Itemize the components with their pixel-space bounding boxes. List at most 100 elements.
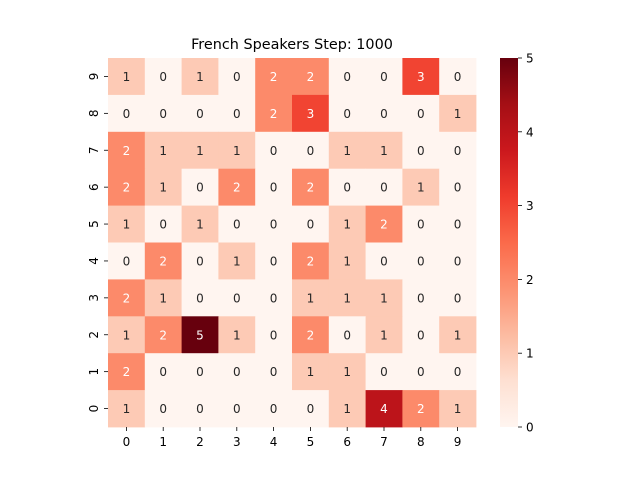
heatmap-cell bbox=[181, 94, 219, 133]
cell-annotation: 1 bbox=[307, 365, 315, 379]
cell-annotation: 1 bbox=[196, 218, 204, 232]
heatmap-cell bbox=[402, 168, 440, 206]
cell-annotation: 1 bbox=[343, 291, 351, 305]
heatmap-cell bbox=[108, 168, 146, 206]
heatmap-cell bbox=[328, 316, 366, 354]
heatmap-cell bbox=[402, 205, 440, 243]
y-tick-label: 1 bbox=[87, 368, 101, 376]
heatmap-cell bbox=[108, 58, 146, 96]
heatmap-cell bbox=[144, 279, 182, 317]
cell-annotation: 1 bbox=[343, 254, 351, 268]
x-tick-label: 2 bbox=[196, 435, 204, 449]
y-tick-label: 0 bbox=[87, 405, 101, 413]
heatmap-cell bbox=[365, 316, 403, 354]
heatmap-cell bbox=[328, 242, 366, 280]
x-tick-label: 4 bbox=[270, 435, 278, 449]
cell-annotation: 0 bbox=[233, 365, 241, 379]
heatmap-cell bbox=[108, 316, 146, 354]
heatmap-cell bbox=[439, 390, 477, 428]
heatmap-cell bbox=[292, 316, 330, 354]
cell-annotation: 1 bbox=[417, 181, 425, 195]
cell-annotation: 0 bbox=[123, 254, 131, 268]
heatmap-cell bbox=[292, 390, 330, 428]
cell-annotation: 0 bbox=[159, 70, 167, 84]
heatmap-cell bbox=[181, 58, 219, 96]
cell-annotation: 0 bbox=[380, 254, 388, 268]
cell-annotations: 1 0 1 0 2 2 0 0 3 0 0 0 0 0 2 3 0 0 0 1 2 1 1 1 0 0 1 1 0 0 2 1 0 2 0 2 0 0 1 0… bbox=[123, 70, 462, 416]
x-tick-label: 7 bbox=[380, 435, 388, 449]
heatmap-cell bbox=[218, 131, 256, 170]
heatmap-cell bbox=[218, 390, 256, 428]
heatmap-cell bbox=[255, 242, 293, 280]
heatmap-cell bbox=[328, 58, 366, 96]
cell-annotation: 3 bbox=[307, 107, 315, 121]
cell-annotation: 0 bbox=[343, 107, 351, 121]
colorbar-tick-label: 1 bbox=[526, 347, 534, 361]
heatmap-cell bbox=[255, 316, 293, 354]
cell-annotation: 1 bbox=[454, 328, 462, 342]
cell-annotation: 0 bbox=[233, 107, 241, 121]
heatmap-cell bbox=[365, 94, 403, 133]
heatmap-cell bbox=[402, 58, 440, 96]
heatmap-cell bbox=[108, 390, 146, 428]
heatmap-cell bbox=[181, 242, 219, 280]
cell-annotation: 2 bbox=[307, 70, 315, 84]
cell-annotation: 2 bbox=[159, 328, 167, 342]
heatmap-cell bbox=[255, 94, 293, 133]
heatmap-cell bbox=[365, 390, 403, 428]
heatmap-cell bbox=[144, 131, 182, 170]
colorbar-tick-label: 3 bbox=[526, 199, 534, 213]
cell-annotation: 0 bbox=[417, 144, 425, 158]
cell-annotation: 0 bbox=[380, 70, 388, 84]
colorbar-gradient bbox=[500, 58, 518, 427]
cell-annotation: 1 bbox=[454, 107, 462, 121]
cell-annotation: 1 bbox=[233, 254, 241, 268]
cell-annotation: 0 bbox=[417, 328, 425, 342]
x-tick-label: 3 bbox=[233, 435, 241, 449]
heatmap-cell bbox=[144, 390, 182, 428]
chart-title: French Speakers Step: 1000 bbox=[191, 37, 393, 53]
cell-annotation: 2 bbox=[417, 402, 425, 416]
heatmap-cell bbox=[108, 205, 146, 243]
y-tick-label: 4 bbox=[87, 257, 101, 265]
heatmap-cell bbox=[439, 205, 477, 243]
heatmap-cell bbox=[181, 390, 219, 428]
cell-annotation: 1 bbox=[380, 328, 388, 342]
heatmap-cell bbox=[439, 316, 477, 354]
cell-annotation: 0 bbox=[270, 181, 278, 195]
cell-annotation: 1 bbox=[454, 402, 462, 416]
heatmap-cell bbox=[181, 279, 219, 317]
heatmap-cell bbox=[402, 279, 440, 317]
cell-annotation: 0 bbox=[343, 181, 351, 195]
cell-annotation: 0 bbox=[380, 107, 388, 121]
heatmap-cell bbox=[365, 353, 403, 391]
heatmap-cells bbox=[108, 58, 477, 428]
heatmap-cell bbox=[255, 279, 293, 317]
x-axis: 0 1 2 3 4 5 6 7 8 9 bbox=[123, 427, 462, 449]
cell-annotation: 2 bbox=[270, 70, 278, 84]
heatmap-cell bbox=[365, 279, 403, 317]
y-tick-label: 5 bbox=[87, 220, 101, 228]
cell-annotation: 0 bbox=[270, 291, 278, 305]
heatmap-cell bbox=[255, 168, 293, 206]
heatmap-cell bbox=[402, 353, 440, 391]
heatmap-cell bbox=[365, 168, 403, 206]
cell-annotation: 1 bbox=[159, 291, 167, 305]
cell-annotation: 0 bbox=[196, 254, 204, 268]
cell-annotation: 0 bbox=[417, 107, 425, 121]
heatmap-cell bbox=[328, 94, 366, 133]
heatmap-cell bbox=[218, 205, 256, 243]
heatmap-cell bbox=[328, 205, 366, 243]
x-tick-label: 9 bbox=[454, 435, 462, 449]
heatmap-cell bbox=[439, 94, 477, 133]
heatmap-cell bbox=[181, 353, 219, 391]
colorbar-tick-label: 5 bbox=[526, 52, 534, 66]
cell-annotation: 0 bbox=[196, 107, 204, 121]
cell-annotation: 0 bbox=[159, 365, 167, 379]
cell-annotation: 5 bbox=[196, 328, 204, 342]
cell-annotation: 2 bbox=[233, 181, 241, 195]
cell-annotation: 0 bbox=[196, 402, 204, 416]
cell-annotation: 1 bbox=[233, 328, 241, 342]
